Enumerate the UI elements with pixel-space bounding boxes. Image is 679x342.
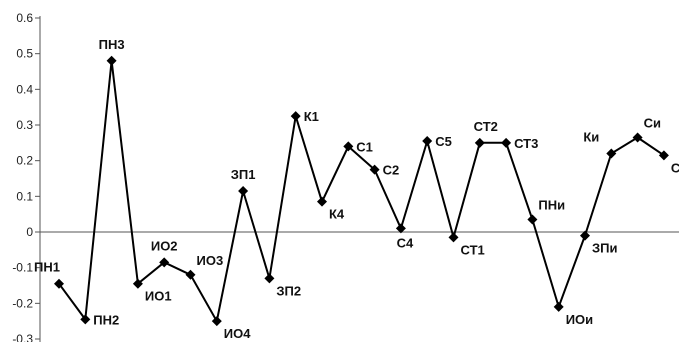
point-label: Ки [583,130,599,145]
y-tick-label: -0.3 [12,332,33,342]
data-point-marker [238,185,249,196]
data-point-marker [553,301,564,312]
point-label: ПНи [538,198,565,213]
point-label: С5 [435,134,452,149]
y-tick-label: 0.2 [16,154,33,168]
point-label: ПН3 [99,37,125,52]
point-label: СТ2 [474,119,498,134]
y-tick-label: -0.1 [12,261,33,275]
point-label: ИО4 [224,326,251,341]
data-point-marker [80,314,91,325]
point-label: ЗПи [592,241,617,256]
data-point-marker [422,136,433,147]
y-tick-label: 0.6 [16,11,33,25]
data-point-marker [658,150,669,161]
point-label: СТ1 [461,242,485,257]
data-point-marker [317,196,327,207]
point-label: ЗП2 [276,283,301,298]
point-label: Си [644,115,661,130]
point-label: СТ3 [514,136,538,151]
point-label: ИО1 [145,289,172,304]
point-label: ЗП1 [231,167,256,182]
data-point-marker [185,269,196,280]
point-label: С2 [383,163,400,178]
series-line [58,60,665,325]
data-point-marker [369,164,380,175]
data-point-marker [290,111,301,122]
point-label: СТи [671,160,679,175]
y-tick-label: 0.5 [16,47,33,61]
data-point-marker [501,137,512,148]
y-tick-label: 0.4 [16,82,33,96]
point-label: ИО3 [197,253,224,268]
data-point-marker [54,278,64,289]
point-label: К1 [304,109,319,124]
data-point-marker [448,232,459,243]
point-label: К4 [329,207,345,222]
data-point-marker [474,137,485,148]
data-point-marker [106,55,117,66]
data-point-marker [527,214,538,225]
data-point-marker [395,223,406,234]
y-tick-label: 0.1 [16,189,33,203]
data-point-marker [606,148,617,159]
data-point-marker [264,273,275,284]
point-label: ПН1 [34,260,60,275]
data-point-marker [580,230,590,241]
y-tick-label: 0.3 [16,118,33,132]
data-point-marker [343,141,354,152]
point-label: ПН2 [93,312,119,327]
point-label: ИОи [566,312,593,327]
point-label: С4 [397,235,414,250]
data-point-marker [132,278,143,289]
data-point-marker [632,132,643,143]
y-tick-label: -0.2 [12,296,33,310]
y-tick-label: 0 [26,225,33,239]
data-point-marker [211,316,222,327]
point-label: ИО2 [151,238,178,253]
point-label: С1 [356,139,373,154]
data-point-marker [159,257,170,268]
